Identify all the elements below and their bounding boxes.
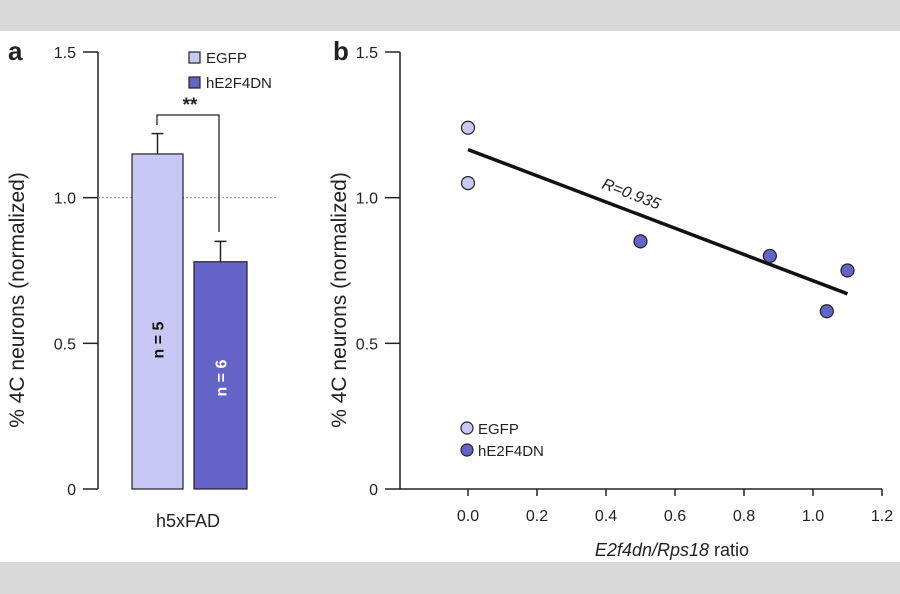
x-axis-label-b: E2f4dn/Rps18 ratio — [595, 540, 749, 560]
y-tick-label-b: 1.5 — [356, 45, 378, 62]
y-tick-label-a: 0.5 — [54, 336, 76, 353]
legend-swatch-he2f4dn — [188, 76, 201, 89]
xlabel-part-3: Rps18 — [657, 540, 709, 560]
x-tick-label-b: 1.0 — [802, 508, 824, 525]
data-point-he2f4dn — [840, 263, 855, 278]
data-point-he2f4dn — [633, 234, 648, 249]
y-tick-label-b: 1.0 — [356, 191, 378, 208]
x-tick-label-b: 0.8 — [733, 508, 755, 525]
data-point-egfp — [460, 176, 476, 191]
legend-a: EGFP hE2F4DN — [188, 50, 272, 92]
panel-label-b: b — [333, 36, 349, 66]
y-tick-label-b: 0.5 — [356, 336, 378, 353]
data-point-egfp — [460, 120, 476, 135]
x-tick-label-b: 0.2 — [526, 508, 548, 525]
x-tick-label-b: 1.2 — [871, 508, 893, 525]
y-axis-label-b: % 4C neurons (normalized) — [328, 172, 351, 428]
x-tick-label-b: 0.4 — [595, 508, 617, 525]
legend-label-egfp: EGFP — [206, 50, 247, 67]
y-tick-label-a: 1.5 — [54, 45, 76, 62]
y-tick-label-b: 0 — [369, 482, 378, 499]
regression-line — [467, 147, 849, 296]
bar-he2f4dn — [193, 261, 248, 490]
x-tick-label-b: 0.6 — [664, 508, 686, 525]
xlabel-part-1: E2f4dn — [595, 540, 652, 560]
bar-egfp — [131, 153, 184, 490]
panel-label-a: a — [8, 36, 23, 66]
legend-label-he2f4dn: hE2F4DN — [206, 75, 272, 92]
legend-marker-he2f4dn — [460, 443, 474, 457]
significance-bracket — [156, 114, 220, 232]
data-point-he2f4dn — [762, 248, 777, 264]
x-group-label: h5xFAD — [156, 511, 220, 531]
data-point-he2f4dn — [819, 304, 834, 319]
n-label: n = 6 — [214, 359, 231, 396]
top-band — [0, 0, 900, 31]
correlation-annotation: R=0.935 — [600, 176, 663, 214]
legend-b: EGFP hE2F4DN — [460, 421, 544, 460]
legend-marker-egfp — [460, 421, 474, 435]
scatter-panel: % 4C neurons (normalized) E2f4dn/Rps18 r… — [328, 45, 893, 560]
n-label: n = 5 — [151, 321, 168, 358]
y-axis-label-a: % 4C neurons (normalized) — [6, 172, 29, 428]
legend-label-egfp-b: EGFP — [478, 421, 519, 438]
y-tick-label-a: 0 — [67, 482, 76, 499]
bar-chart-panel: % 4C neurons (normalized) h5xFAD ** EGFP… — [6, 45, 277, 531]
significance-label: ** — [183, 95, 198, 116]
x-tick-label-b: 0.0 — [457, 508, 479, 525]
legend-swatch-egfp — [188, 51, 201, 64]
legend-label-he2f4dn-b: hE2F4DN — [478, 443, 544, 460]
bottom-band — [0, 562, 900, 594]
xlabel-suffix: ratio — [709, 540, 749, 560]
xlabel-part-2: / — [650, 540, 659, 560]
y-tick-label-a: 1.0 — [54, 191, 76, 208]
